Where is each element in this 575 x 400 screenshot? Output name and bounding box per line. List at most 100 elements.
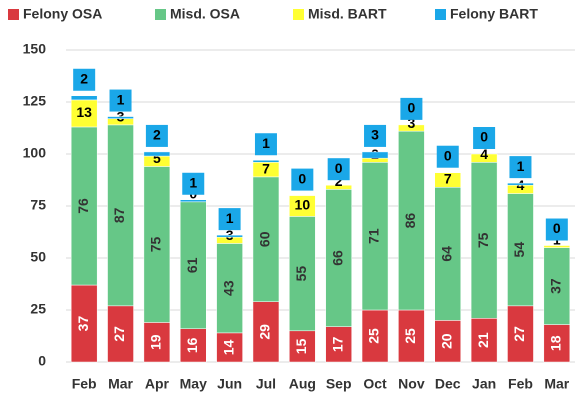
value-label: 4: [480, 146, 488, 162]
value-label: 3: [407, 115, 415, 131]
bar-segment: [325, 189, 352, 327]
bar-segment: [325, 326, 352, 363]
y-tick-label: 150: [23, 41, 47, 57]
value-label: 87: [111, 207, 127, 223]
bar-segment: [143, 151, 171, 157]
bar-segment: [180, 199, 207, 203]
bar-segment: [361, 162, 389, 311]
x-tick-label: Dec: [435, 376, 461, 392]
value-label-box: [254, 133, 277, 156]
bar-segment: [470, 153, 498, 163]
legend-label: Misd. BART: [308, 6, 387, 22]
value-label-box: [291, 168, 314, 191]
bar-segment: [361, 309, 389, 363]
value-label: 37: [548, 278, 564, 294]
x-tick-label: Jun: [217, 376, 242, 392]
bar-segment: [289, 216, 316, 332]
value-label: 75: [475, 232, 491, 248]
bar-segment: [70, 284, 98, 363]
bar-segment: [180, 328, 207, 363]
y-tick-label: 0: [38, 353, 46, 369]
bar-segment: [398, 124, 425, 132]
bar-segment: [434, 187, 461, 321]
bar-segment: [434, 320, 461, 363]
bar-segment: [216, 332, 243, 363]
value-label: 1: [517, 158, 525, 174]
value-label-box: [473, 127, 496, 149]
bar-segment: [216, 234, 243, 238]
x-tick-label: Apr: [145, 376, 170, 392]
bar-segment: [361, 151, 389, 159]
value-label: 2: [153, 127, 161, 143]
bar-segment: [543, 245, 571, 248]
legend-label: Felony OSA: [23, 6, 102, 22]
y-tick-label: 75: [30, 197, 46, 213]
value-label: 14: [220, 339, 236, 355]
value-label: 5: [153, 150, 161, 166]
value-label-box: [327, 158, 350, 181]
x-tick-label: Jul: [256, 376, 276, 392]
value-label: 37: [75, 316, 91, 332]
value-label: 13: [76, 104, 92, 120]
bar-segment: [289, 330, 316, 363]
y-tick-label: 25: [30, 301, 46, 317]
value-label: 0: [407, 100, 415, 116]
legend-label: Felony BART: [450, 6, 538, 22]
value-label: 15: [293, 338, 309, 354]
value-label: 7: [262, 160, 270, 176]
value-label-box: [364, 124, 387, 147]
bar-segment: [543, 247, 571, 325]
x-tick-label: Aug: [289, 376, 316, 392]
bar-segment: [107, 305, 134, 363]
bar-segment: [507, 182, 534, 186]
value-label: 19: [148, 334, 164, 350]
value-label: 29: [257, 324, 273, 340]
bar-segment: [398, 309, 425, 363]
y-tick-label: 125: [23, 93, 47, 109]
value-label: 0: [480, 129, 488, 145]
bar-segment: [107, 116, 134, 119]
value-label: 3: [371, 127, 379, 143]
value-label: 55: [293, 266, 309, 282]
bar-segment: [434, 172, 461, 188]
value-label-box: [73, 68, 96, 91]
bar-segment: [289, 195, 316, 217]
bar-segment: [507, 305, 534, 363]
bar-segment: [70, 126, 98, 286]
value-label: 0: [444, 147, 452, 163]
value-label: 61: [184, 257, 200, 273]
value-label: 0: [335, 160, 343, 176]
value-label: 21: [475, 332, 491, 348]
value-label: 18: [548, 335, 564, 351]
y-tick-label: 50: [30, 249, 46, 265]
bar-segment: [507, 193, 534, 307]
x-tick-label: Jan: [472, 376, 496, 392]
value-label: 54: [511, 242, 527, 258]
value-label: 43: [220, 280, 236, 296]
value-label: 7: [444, 171, 452, 187]
value-label: 17: [329, 336, 345, 352]
legend-swatch: [155, 9, 166, 20]
value-label-box: [182, 172, 205, 195]
x-tick-label: Mar: [544, 376, 569, 392]
value-label: 1: [262, 135, 270, 151]
value-label-box: [436, 145, 459, 168]
x-tick-label: Nov: [398, 376, 425, 392]
x-tick-label: Oct: [363, 376, 387, 392]
value-label: 71: [366, 228, 382, 244]
value-label: 0: [298, 170, 306, 186]
bar-segment: [325, 184, 352, 190]
value-label: 64: [438, 246, 454, 262]
value-label: 1: [226, 210, 234, 226]
bar-segment: [470, 162, 498, 319]
value-label: 60: [257, 231, 273, 247]
bar-segment: [398, 130, 425, 311]
value-label-box: [545, 218, 568, 241]
value-label-box: [400, 97, 423, 120]
value-label: 25: [366, 328, 382, 344]
x-tick-label: Feb: [72, 376, 97, 392]
x-tick-label: May: [180, 376, 207, 392]
bar-segment: [143, 166, 171, 323]
value-label: 75: [148, 236, 164, 252]
